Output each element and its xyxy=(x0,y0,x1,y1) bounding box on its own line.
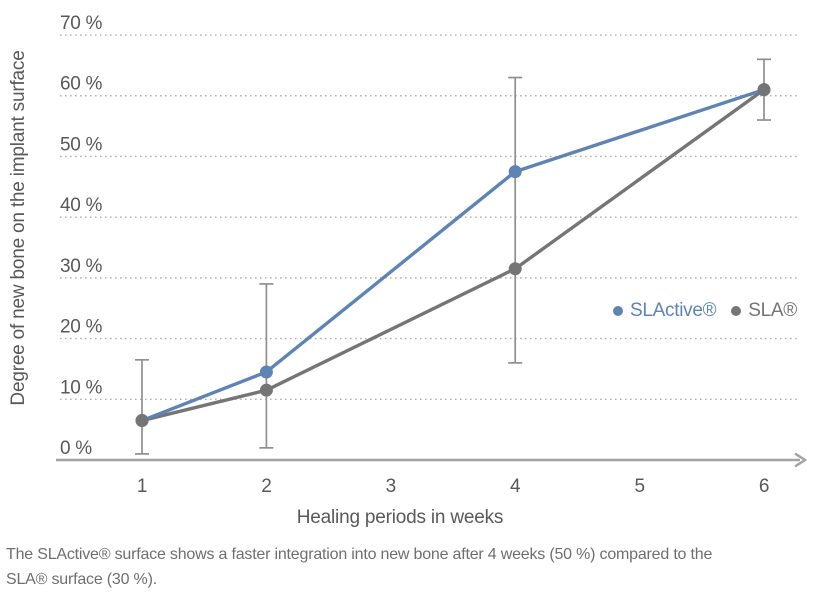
legend: SLActive® SLA® xyxy=(613,300,797,322)
legend-item-slactive: SLActive® xyxy=(613,300,717,322)
data-point-slactive xyxy=(259,365,273,379)
x-tick-label: 6 xyxy=(759,476,769,497)
x-tick-label: 4 xyxy=(510,476,521,497)
data-point-sla xyxy=(259,383,273,397)
data-point-slactive xyxy=(508,165,522,179)
x-axis-title: Healing periods in weeks xyxy=(297,507,503,528)
legend-label-slactive: SLActive® xyxy=(630,300,717,321)
x-tick-label: 3 xyxy=(386,476,396,497)
x-axis-arrow-icon xyxy=(794,452,808,468)
y-tick-label: 50 % xyxy=(60,134,103,155)
legend-marker-sla-icon xyxy=(731,306,742,316)
y-tick-label: 30 % xyxy=(60,256,103,277)
legend-label-sla: SLA® xyxy=(748,300,797,321)
caption: The SLActive® surface shows a faster int… xyxy=(6,542,810,592)
chart-svg: Degree of new bone on the implant surfac… xyxy=(8,13,808,528)
y-tick-label: 0 % xyxy=(60,438,92,459)
legend-marker-slactive-icon xyxy=(613,306,623,316)
x-tick-label: 1 xyxy=(137,476,147,497)
y-axis-title: Degree of new bone on the implant surfac… xyxy=(8,50,29,405)
data-point-sla xyxy=(757,83,771,97)
data-point-sla xyxy=(508,262,522,276)
y-tick-label: 70 % xyxy=(60,13,103,34)
y-tick-label: 20 % xyxy=(60,317,103,338)
y-tick-label: 10 % xyxy=(60,377,103,398)
caption-line-2: SLA® surface (30 %). xyxy=(6,571,157,588)
caption-line-1: The SLActive® surface shows a faster int… xyxy=(6,546,713,563)
data-point-sla xyxy=(135,414,149,428)
series-line-slactive xyxy=(141,88,765,423)
y-tick-label: 60 % xyxy=(60,74,103,95)
x-tick-label: 2 xyxy=(261,476,271,497)
legend-item-sla: SLA® xyxy=(731,300,797,322)
series-line-sla xyxy=(141,88,765,423)
x-tick-label: 5 xyxy=(634,476,644,497)
y-tick-label: 40 % xyxy=(60,195,103,216)
